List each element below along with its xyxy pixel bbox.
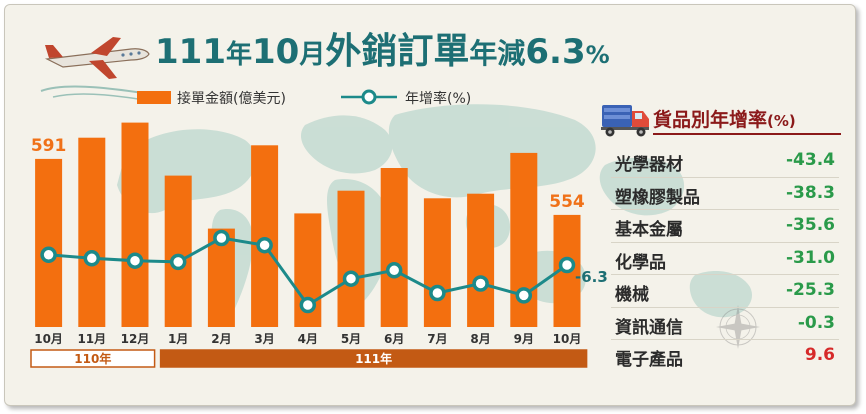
line-point [429, 284, 446, 302]
goods-list: 光學器材 -43.4 塑橡膠製品 -38.3 基本金屬 -35.6 化學品 -31.0 … [611, 145, 839, 373]
line-series [40, 229, 576, 314]
title-change-label: 年減 [469, 37, 525, 70]
x-tick-label: 7月 [427, 332, 447, 346]
x-tick-label: 3月 [254, 332, 274, 346]
goods-value: -0.3 [797, 312, 835, 333]
goods-name: 塑橡膠製品 [615, 187, 700, 208]
goods-row: 電子產品 9.6 [611, 340, 839, 373]
goods-title: 貨品別年增率(%) [653, 105, 796, 132]
legend-line-label: 年增率(%) [405, 90, 471, 107]
line-point [472, 275, 489, 292]
bar-value-label: 554 [549, 192, 585, 212]
title-change-unit: % [586, 41, 610, 69]
line-point [256, 236, 273, 254]
chart-legend: 接單金額(億美元) 年增率(%) [137, 89, 471, 107]
x-tick-label: 2月 [211, 332, 231, 346]
title-main: 外銷訂單 [325, 30, 469, 72]
export-orders-chart: 111年10月外銷訂單年減6.3% 接單金額(億美元) 年增率(%) 59155… [30, 30, 760, 368]
bar [380, 168, 408, 327]
legend-bar-label: 接單金額(億美元) [177, 90, 286, 107]
goods-value: -25.3 [786, 280, 835, 300]
title-month-unit: 月 [298, 40, 325, 70]
year-group-bar: 110年 111年 [30, 349, 588, 368]
x-tick-label: 9月 [514, 332, 534, 346]
x-tick-label: 8月 [470, 332, 490, 346]
goods-name: 電子產品 [615, 350, 683, 370]
line-point [169, 253, 187, 271]
x-tick-label: 1月 [168, 332, 188, 346]
goods-row: 資訊通信 -0.3 [611, 308, 839, 340]
line-point [342, 270, 360, 287]
bar [121, 122, 149, 327]
year-group-box [159, 349, 588, 368]
goods-row: 光學器材 -43.4 [611, 145, 839, 178]
goods-growth-panel: 貨品別年增率(%) 光學器材 -43.4 塑橡膠製品 -38.3 基本金屬 -35.6… [601, 99, 845, 379]
goods-name: 化學品 [615, 252, 666, 273]
title-month: 10 [252, 32, 299, 72]
bar [78, 137, 106, 327]
legend-line-marker [361, 89, 377, 105]
goods-header-divider [653, 133, 841, 135]
line-point [299, 296, 317, 314]
truck-icon [601, 105, 649, 137]
x-tick-label: 10月 [553, 332, 582, 346]
bar [35, 158, 63, 327]
x-tick-label: 4月 [298, 332, 318, 346]
goods-row: 基本金屬 -35.6 [611, 210, 839, 243]
goods-header: 貨品別年增率(%) [601, 99, 845, 139]
bar [423, 198, 451, 327]
goods-row: 塑橡膠製品 -38.3 [611, 178, 839, 210]
year-group-label: 110年 [74, 351, 111, 366]
line-point [213, 229, 230, 247]
goods-name: 機械 [615, 285, 649, 305]
goods-value: -31.0 [786, 247, 835, 268]
line-point [385, 262, 403, 279]
line-point [83, 250, 101, 267]
goods-name: 光學器材 [615, 155, 683, 175]
compass-rose-icon [716, 305, 760, 349]
bar [251, 145, 279, 327]
airplane-icon [40, 37, 150, 100]
title-year-unit: 年 [226, 39, 252, 70]
bar-value-label: 591 [31, 136, 67, 156]
x-tick-label: 10月 [34, 332, 63, 346]
goods-name: 資訊通信 [615, 317, 683, 338]
goods-value: 9.6 [804, 345, 835, 365]
year-group-label: 111年 [355, 351, 392, 366]
line-point [40, 246, 57, 264]
goods-value: -43.4 [786, 150, 835, 170]
bar [467, 193, 495, 327]
goods-title-unit: (%) [767, 112, 796, 130]
goods-value: -35.6 [786, 215, 835, 235]
bar [337, 190, 365, 327]
line-point [515, 287, 533, 304]
x-tick-label: 6月 [384, 332, 404, 346]
goods-title-text: 貨品別年增率 [653, 109, 768, 131]
data-labels: 591 554 -6.3 [31, 136, 608, 286]
line-value-label: -6.3 [575, 268, 608, 286]
bar [164, 175, 192, 327]
x-tick-label: 5月 [341, 332, 361, 346]
infographic-frame: 111年10月外銷訂單年減6.3% 接單金額(億美元) 年增率(%) 591 55… [4, 4, 856, 406]
x-tick-label: 12月 [121, 332, 150, 346]
goods-row: 機械 -25.3 [611, 275, 839, 308]
legend-bar-swatch [137, 91, 171, 104]
line-point [558, 256, 576, 274]
line-point [126, 252, 144, 269]
goods-name: 基本金屬 [615, 220, 683, 240]
page-title: 111年10月外銷訂單年減6.3% [155, 30, 610, 72]
year-group-box [30, 349, 156, 368]
x-tick-label: 11月 [77, 332, 106, 346]
title-change-value: 6.3 [525, 32, 585, 72]
goods-row: 化學品 -31.0 [611, 243, 839, 275]
title-year: 111 [155, 32, 226, 72]
x-axis-ticks: 10月 11月 12月 1月 2月 3月 4月 5月 6月 7月 8月 9月 10月 [34, 332, 581, 346]
goods-value: -38.3 [786, 182, 835, 203]
